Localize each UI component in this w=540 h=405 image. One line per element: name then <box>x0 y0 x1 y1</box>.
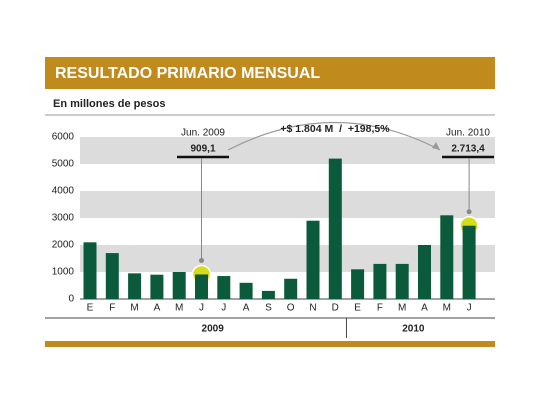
x-tick-label: D <box>332 303 339 314</box>
bar <box>128 273 142 299</box>
x-tick-label: F <box>377 303 383 314</box>
arrow-head <box>432 142 440 150</box>
x-tick-label: J <box>467 303 472 314</box>
x-tick-label: F <box>109 303 115 314</box>
x-tick-label: A <box>421 303 428 314</box>
leader-dot <box>466 209 472 215</box>
y-tick-label: 6000 <box>52 132 75 143</box>
y-tick-label: 2000 <box>52 240 75 251</box>
bar <box>172 272 186 299</box>
x-tick-label: E <box>87 303 94 314</box>
x-tick-label: M <box>443 303 451 314</box>
bar <box>351 269 365 299</box>
chart-title: RESULTADO PRIMARIO MENSUAL <box>55 65 320 82</box>
title-banner <box>45 57 495 89</box>
x-tick-label: N <box>309 303 316 314</box>
bar <box>217 276 231 299</box>
value-label: 909,1 <box>190 144 215 155</box>
value-label: 2.713,4 <box>451 144 485 155</box>
bar <box>418 245 431 299</box>
x-tick-label: M <box>130 303 138 314</box>
x-tick-label: M <box>398 303 406 314</box>
bar <box>261 290 275 299</box>
grid-band <box>80 191 495 218</box>
leader-dot <box>199 257 204 263</box>
subtitle: En millones de pesos <box>53 98 165 110</box>
y-tick-label: 4000 <box>52 186 75 197</box>
x-tick-label: S <box>265 303 272 314</box>
bar <box>328 158 342 299</box>
x-tick-label: E <box>354 303 361 314</box>
bar <box>195 274 208 299</box>
bar <box>395 263 409 299</box>
bar <box>284 278 298 299</box>
x-tick-label: A <box>154 303 161 314</box>
comparison-arrow <box>227 121 441 151</box>
annotation: Jun. 2010 <box>446 128 490 139</box>
x-tick-label: J <box>199 303 204 314</box>
comparison: +$ 1.804 M / +198,5% <box>280 123 390 135</box>
group-label: 2009 <box>202 324 225 335</box>
x-tick-label: O <box>287 303 295 314</box>
bar <box>462 225 476 299</box>
x-tick-label: J <box>221 303 226 314</box>
bar <box>373 263 387 299</box>
bar <box>83 242 97 299</box>
y-tick-label: 0 <box>68 294 74 305</box>
bar <box>440 215 454 299</box>
bar <box>150 274 164 299</box>
bar <box>105 253 119 299</box>
x-tick-label: A <box>243 303 250 314</box>
annotation: Jun. 2009 <box>181 128 225 139</box>
bar <box>306 220 320 299</box>
group-label: 2010 <box>402 324 425 335</box>
bar <box>239 282 253 299</box>
footer-bar <box>45 341 495 347</box>
x-tick-label: M <box>175 303 183 314</box>
grid-band <box>80 245 495 272</box>
grid-band <box>80 137 495 164</box>
y-tick-label: 1000 <box>52 267 75 278</box>
y-tick-label: 5000 <box>52 159 75 170</box>
y-tick-label: 3000 <box>52 213 75 224</box>
